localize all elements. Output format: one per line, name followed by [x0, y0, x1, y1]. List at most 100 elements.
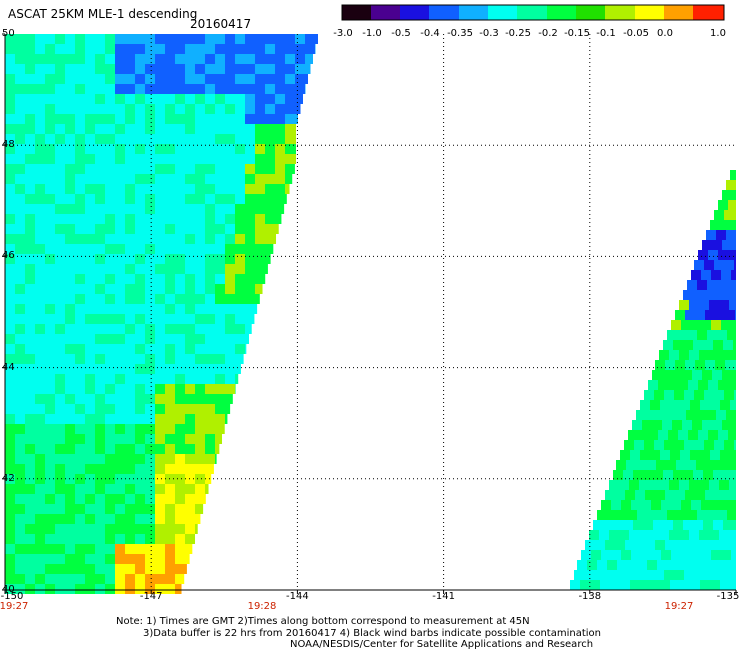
- swath-cell: [687, 510, 697, 520]
- swath-cell: [709, 350, 719, 360]
- swath-cell: [65, 94, 75, 104]
- swath-cell: [720, 580, 730, 590]
- swath-cell: [295, 144, 296, 154]
- swath-cell: [625, 490, 635, 500]
- swath-cell: [135, 44, 145, 54]
- swath-cell: [105, 144, 115, 154]
- swath-cell: [722, 240, 732, 250]
- swath-cell: [5, 454, 15, 464]
- swath-cell: [35, 454, 45, 464]
- swath-cell: [581, 550, 591, 560]
- swath-cell: [105, 314, 115, 324]
- swath-cell: [55, 354, 65, 364]
- swath-cell: [731, 550, 736, 560]
- swath-cell: [55, 194, 65, 204]
- swath-cell: [175, 324, 185, 334]
- swath-cell: [5, 344, 15, 354]
- swath-cell: [175, 244, 185, 254]
- swath-cell: [55, 164, 65, 174]
- swath-cell: [155, 574, 165, 584]
- swath-cell: [5, 564, 15, 574]
- swath-cell: [255, 244, 265, 254]
- swath-cell: [85, 384, 95, 394]
- swath-cell: [185, 44, 195, 54]
- swath-cell: [185, 544, 193, 554]
- swath-cell: [215, 194, 225, 204]
- swath-cell: [702, 420, 712, 430]
- swath-cell: [15, 194, 25, 204]
- swath-cell: [637, 560, 647, 570]
- swath-cell: [125, 414, 135, 424]
- swath-cell: [75, 384, 85, 394]
- swath-cell: [185, 294, 195, 304]
- swath-cell: [125, 494, 135, 504]
- swath-cell: [205, 64, 215, 74]
- swath-cell: [666, 460, 676, 470]
- swath-cell: [726, 410, 736, 420]
- swath-cell: [85, 584, 95, 594]
- swath-cell: [5, 214, 15, 224]
- swath-cell: [695, 490, 705, 500]
- swath-cell: [215, 184, 225, 194]
- swath-cell: [15, 104, 25, 114]
- swath-cell: [125, 174, 135, 184]
- swath-cell: [686, 460, 696, 470]
- swath-cell: [75, 164, 85, 174]
- swath-cell: [75, 524, 85, 534]
- swath-cell: [215, 114, 225, 124]
- swath-cell: [105, 344, 115, 354]
- swath-cell: [125, 424, 135, 434]
- swath-cell: [55, 34, 65, 44]
- swath-cell: [155, 134, 165, 144]
- swath-cell: [629, 530, 639, 540]
- swath-cell: [175, 414, 185, 424]
- swath-cell: [265, 184, 275, 194]
- swath-cell: [225, 64, 235, 74]
- swath-cell: [75, 114, 85, 124]
- swath-cell: [35, 124, 45, 134]
- swath-cell: [95, 394, 105, 404]
- swath-cell: [185, 144, 195, 154]
- swath-cell: [665, 490, 675, 500]
- swath-cell: [155, 404, 165, 414]
- swath-cell: [195, 144, 205, 154]
- swath-cell: [669, 350, 679, 360]
- swath-cell: [95, 234, 105, 244]
- swath-cell: [155, 54, 165, 64]
- swath-cell: [85, 244, 95, 254]
- swath-cell: [35, 104, 45, 114]
- swath-cell: [662, 370, 672, 380]
- swath-cell: [145, 564, 155, 574]
- swath-cell: [215, 324, 225, 334]
- swath-cell: [195, 234, 205, 244]
- swath-cell: [235, 214, 245, 224]
- swath-cell: [75, 354, 85, 364]
- swath-cell: [205, 264, 215, 274]
- swath-cell: [225, 384, 235, 394]
- swath-cell: [716, 460, 726, 470]
- swath-cell: [25, 544, 35, 554]
- swath-cell: [145, 514, 155, 524]
- swath-cell: [630, 580, 640, 590]
- colorbar-swatch: [605, 5, 635, 20]
- lat-tick-label: 44: [2, 361, 15, 373]
- swath-cell: [670, 400, 680, 410]
- swath-cell: [135, 114, 145, 124]
- swath-cell: [35, 394, 45, 404]
- swath-cell: [55, 324, 65, 334]
- swath-cell: [205, 134, 215, 144]
- swath-cell: [245, 284, 255, 294]
- swath-cell: [85, 544, 95, 554]
- swath-cell: [95, 304, 105, 314]
- swath-cell: [285, 64, 295, 74]
- swath-cell: [25, 414, 35, 424]
- swath-cell: [235, 244, 245, 254]
- swath-cell: [5, 384, 15, 394]
- swath-cell: [5, 134, 15, 144]
- swath-cell: [315, 34, 318, 44]
- swath-cell: [660, 400, 670, 410]
- swath-cell: [185, 234, 195, 244]
- swath-cell: [225, 314, 235, 324]
- swath-cell: [265, 244, 274, 254]
- swath-cell: [75, 124, 85, 134]
